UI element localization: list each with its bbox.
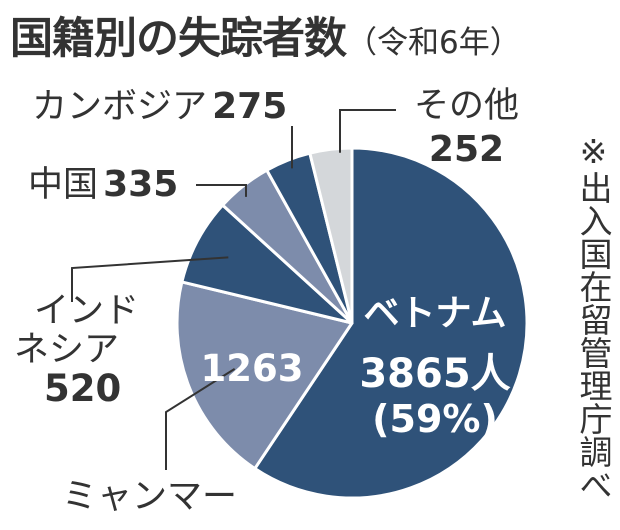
slice-value-vietnam: 3865 <box>359 351 471 397</box>
slice-label-cambodia: カンボジア 275 <box>32 89 287 125</box>
slice-name-indonesia-line1: インド <box>34 291 140 331</box>
slice-unit-vietnam: 人 <box>470 351 511 397</box>
leader-line-other <box>339 109 396 153</box>
slice-label-myanmar: ミャンマー <box>62 480 237 515</box>
slice-value-cambodia: 275 <box>212 86 288 127</box>
leader-lines <box>71 109 396 470</box>
pie-slice-1 <box>175 280 354 471</box>
slice-value-china: 335 <box>103 164 179 205</box>
slice-name-vietnam: ベトナム <box>363 293 507 334</box>
pie-slices <box>175 146 529 500</box>
chart-subtitle: （令和6年） <box>346 25 521 61</box>
chart-title: 国籍別の失踪者数（令和6年） <box>10 4 521 66</box>
slice-label-china: 中国 335 <box>28 167 178 203</box>
slice-name-indonesia-line2: ネシア <box>14 329 120 370</box>
slice-name-other: その他 <box>414 86 520 126</box>
chart-title-main: 国籍別の失踪者数 <box>10 14 347 64</box>
pie-slice-5 <box>308 146 354 325</box>
slice-label-vietnam: ベトナム 3865人 (59%) <box>345 293 525 441</box>
source-note: ※出入国在留管理庁調べ <box>574 132 613 501</box>
pie-slice-0 <box>253 146 529 500</box>
slice-label-indonesia: インド ネシア 520 <box>14 292 139 410</box>
slice-name-china: 中国 <box>28 165 99 205</box>
slice-percent-vietnam: (59%) <box>372 397 498 441</box>
slice-value-myanmar: 1263 <box>200 347 304 390</box>
slice-name-myanmar: ミャンマー <box>62 477 238 517</box>
leader-line-china <box>196 184 247 197</box>
slice-name-cambodia: カンボジア <box>32 87 208 127</box>
leader-line-indonesia <box>71 256 229 302</box>
slice-label-other: その他 252 <box>414 89 519 168</box>
slice-value-other: 252 <box>428 129 505 170</box>
leader-line-myanmar <box>165 368 236 470</box>
slice-value-indonesia: 520 <box>44 367 122 410</box>
